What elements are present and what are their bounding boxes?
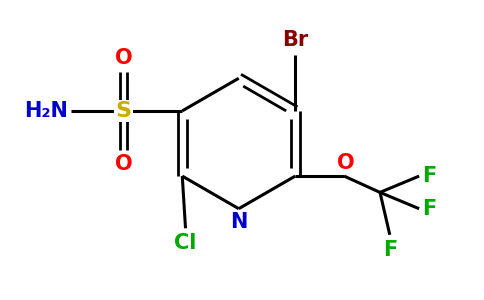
Text: O: O [115, 154, 133, 174]
Text: O: O [115, 48, 133, 68]
Text: Br: Br [282, 30, 308, 50]
Text: F: F [383, 240, 397, 260]
Text: F: F [423, 166, 437, 186]
Text: H₂N: H₂N [24, 101, 68, 121]
Text: S: S [116, 101, 132, 121]
Text: Cl: Cl [174, 233, 197, 254]
Text: N: N [230, 212, 247, 232]
Text: O: O [337, 153, 354, 173]
Text: F: F [423, 199, 437, 219]
